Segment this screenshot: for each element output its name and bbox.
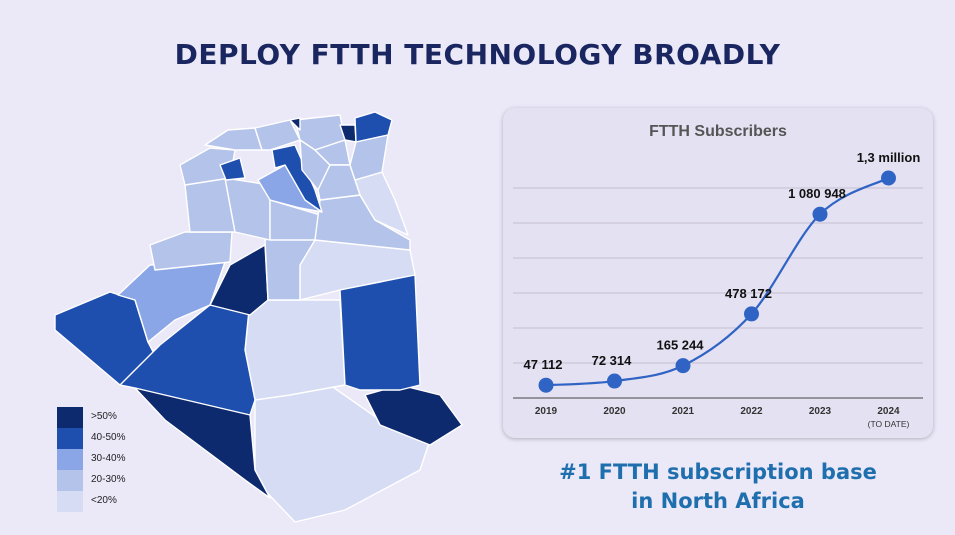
map-region bbox=[204, 127, 263, 151]
data-point bbox=[607, 373, 622, 389]
legend-swatch bbox=[57, 491, 83, 512]
legend-swatch bbox=[57, 449, 83, 470]
map-region bbox=[254, 119, 301, 151]
legend-swatch bbox=[57, 428, 83, 449]
map-region bbox=[289, 117, 301, 131]
algeria-map: >50% 40-50% 30-40% 20-30% <20% bbox=[0, 0, 470, 530]
x-tick-label: 2022 bbox=[740, 406, 763, 417]
legend-swatch bbox=[57, 407, 83, 428]
legend-label: >50% bbox=[91, 411, 117, 422]
map-region bbox=[317, 164, 361, 201]
legend-label: 40-50% bbox=[91, 432, 126, 443]
chart-title: FTTH Subscribers bbox=[649, 123, 787, 140]
x-tick-label: 2020 bbox=[603, 406, 626, 417]
x-tick-label: 2023 bbox=[809, 406, 832, 417]
map-region bbox=[339, 274, 421, 391]
data-point bbox=[812, 206, 828, 222]
legend-label: 30-40% bbox=[91, 453, 126, 464]
data-label: 47 112 bbox=[523, 357, 562, 372]
tagline-line-2: in North Africa bbox=[631, 489, 805, 513]
map-region bbox=[354, 111, 393, 143]
map-region bbox=[134, 387, 271, 499]
x-tick-sublabel: (TO DATE) bbox=[868, 419, 910, 429]
data-label: 165 244 bbox=[657, 338, 705, 353]
data-label: 1,3 million bbox=[857, 150, 921, 165]
x-tick-label: 2019 bbox=[535, 406, 558, 417]
data-label: 478 172 bbox=[725, 286, 772, 301]
map-region bbox=[349, 134, 389, 181]
map-region bbox=[271, 144, 323, 213]
data-point bbox=[881, 170, 896, 186]
tagline-line-1: #1 FTTH subscription base bbox=[559, 460, 877, 484]
chart-card: FTTH Subscribers 47 112 72 314 165 244 478 … bbox=[503, 108, 933, 438]
algeria-map-graphic bbox=[54, 111, 463, 523]
data-label: 1 080 948 bbox=[788, 186, 846, 201]
map-region bbox=[244, 299, 346, 401]
map-region bbox=[219, 157, 246, 181]
legend-label: 20-30% bbox=[91, 474, 126, 485]
tagline: #1 FTTH subscription base in North Afric… bbox=[503, 458, 933, 516]
x-tick-label: 2024 bbox=[877, 406, 900, 417]
data-point bbox=[675, 358, 691, 374]
x-tick-label: 2021 bbox=[672, 406, 695, 417]
map-region bbox=[149, 231, 233, 271]
ftth-subscribers-chart: FTTH Subscribers 47 112 72 314 165 244 478 … bbox=[513, 123, 923, 429]
legend-label: <20% bbox=[91, 495, 117, 506]
data-point bbox=[744, 306, 759, 322]
data-label: 72 314 bbox=[592, 353, 633, 368]
data-point bbox=[538, 377, 554, 393]
legend-swatch bbox=[57, 470, 83, 491]
page-title: DEPLOY FTTH TECHNOLOGY BROADLY bbox=[174, 38, 781, 71]
